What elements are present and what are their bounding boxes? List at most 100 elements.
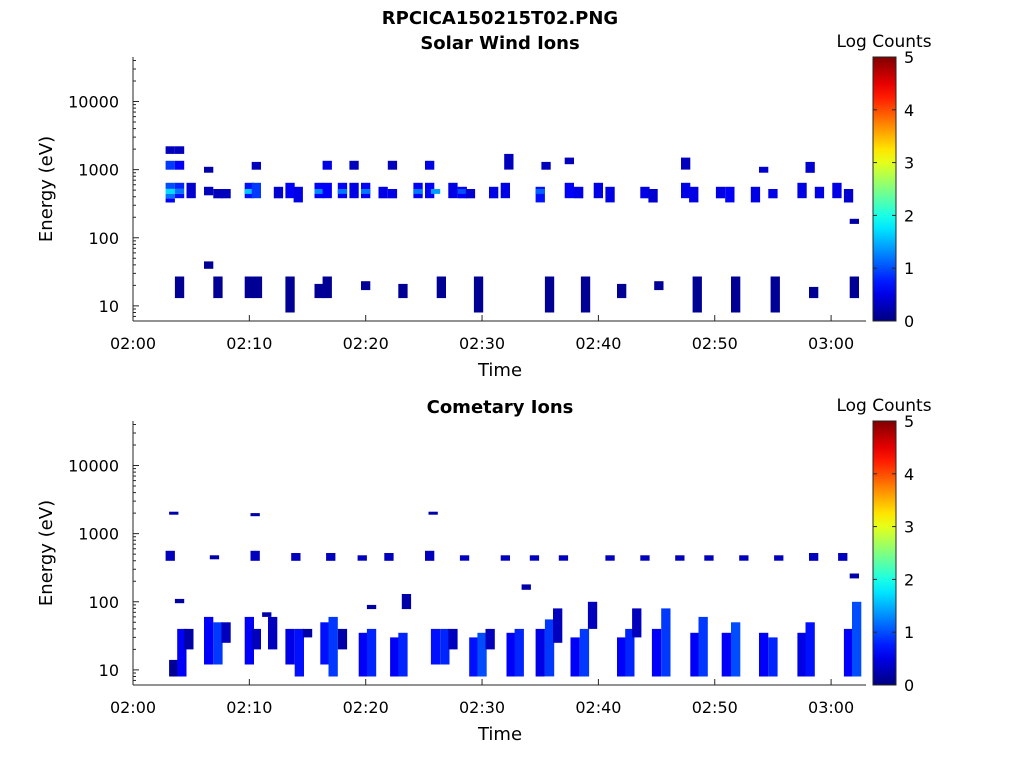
heatmap-cell [440, 628, 450, 665]
heatmap-cell [651, 628, 662, 677]
heatmap-cell [570, 637, 580, 677]
heatmap-cell [564, 157, 574, 165]
heatmap-cell [759, 166, 769, 173]
heatmap-cell [535, 186, 545, 203]
y-tick-label: 1000 [78, 161, 119, 180]
heatmap-cell [579, 628, 590, 677]
heatmap-cell [739, 555, 749, 561]
heatmap-cell [640, 186, 650, 199]
x-tick-label: 03:00 [808, 698, 854, 717]
heatmap-cell [489, 186, 499, 199]
heatmap-cell [473, 276, 484, 313]
heatmap-cell [174, 189, 185, 194]
heatmap-cell [465, 189, 476, 199]
heatmap-cell [805, 161, 815, 173]
y-tick-label: 100 [88, 229, 119, 248]
heatmap-cell [425, 182, 435, 199]
heatmap-cell [535, 189, 545, 194]
figure-title: RPCICA150215T02.PNG [382, 8, 618, 29]
heatmap-cell [425, 160, 435, 170]
heatmap-cell [174, 160, 185, 170]
panel-title: Cometary Ions [427, 397, 574, 418]
heatmap-cell [514, 628, 524, 677]
y-axis-label: Energy (eV) [36, 136, 57, 242]
heatmap-cell [285, 628, 295, 665]
heatmap-cell [357, 555, 367, 561]
heatmap-cell [849, 218, 859, 224]
heatmap-cell [209, 555, 220, 560]
heatmap-cell [689, 186, 699, 203]
heatmap-cell [731, 622, 741, 677]
heatmap-cell [632, 608, 642, 638]
heatmap-cell [268, 616, 278, 650]
heatmap-cell [186, 182, 196, 199]
heatmap-cell [251, 161, 261, 170]
x-tick-label: 02:20 [343, 334, 389, 353]
x-tick-label: 03:00 [808, 334, 854, 353]
heatmap-cell [204, 616, 214, 665]
heatmap-cell [251, 628, 261, 650]
x-tick-label: 02:00 [110, 698, 156, 717]
heatmap-cell [174, 598, 185, 604]
heatmap-cell [314, 283, 324, 299]
heatmap-cell [593, 182, 603, 199]
heatmap-cell [293, 186, 303, 203]
heatmap-cell [506, 632, 516, 677]
heatmap-cell [469, 637, 479, 677]
heatmap-cell [165, 550, 175, 561]
heatmap-cell [204, 261, 214, 269]
heatmap-cell [814, 186, 825, 199]
y-tick-label: 10 [99, 297, 119, 316]
heatmap-cell [184, 628, 194, 650]
heatmap-cell [770, 276, 780, 313]
x-tick-label: 02:30 [459, 334, 505, 353]
heatmap-cell [681, 157, 691, 170]
colorbar-tick-label: 5 [904, 412, 914, 431]
heatmap-cell [252, 276, 263, 299]
heatmap-cell [725, 186, 735, 203]
heatmap-cell [165, 182, 175, 189]
x-tick-label: 02:20 [343, 698, 389, 717]
x-tick-label: 02:40 [575, 334, 621, 353]
heatmap-cell [448, 628, 458, 650]
heatmap-cell [250, 513, 260, 517]
heatmap-cell [165, 198, 175, 203]
y-tick-label: 10000 [68, 457, 119, 476]
x-axis-label: Time [477, 360, 522, 381]
heatmap-cell [698, 616, 708, 677]
heatmap-cell [843, 189, 854, 203]
heatmap-cell [273, 186, 284, 199]
heatmap-cells [165, 146, 859, 313]
heatmap-cell [648, 189, 658, 203]
colorbar-tick-label: 2 [904, 570, 914, 589]
heatmap-cell [322, 182, 332, 199]
panel-solar-wind-ions: Solar Wind Ions Energy (eV) Time Log Cou… [36, 32, 932, 381]
heatmap-cell [500, 555, 510, 561]
heatmap-cell [262, 612, 272, 617]
heatmap-cell [768, 637, 778, 677]
heatmap-cell [529, 555, 540, 561]
heatmap-cell [250, 550, 260, 561]
heatmap-cell [384, 553, 394, 561]
colorbar-tick-label: 3 [904, 154, 914, 173]
colorbar-label: Log Counts [836, 396, 931, 416]
heatmap-cell [430, 628, 441, 665]
heatmap-cell [302, 628, 313, 638]
heatmap-cell [244, 276, 254, 299]
x-tick-label: 02:50 [692, 334, 738, 353]
y-tick-label: 100 [88, 593, 119, 612]
heatmap-cell [617, 283, 627, 299]
heatmap-cell [809, 553, 819, 561]
heatmap-cell [564, 182, 574, 199]
colorbar-tick-label: 4 [904, 101, 914, 120]
heatmap-cell [805, 622, 815, 677]
colorbar [872, 56, 897, 322]
heatmap-cell [165, 189, 175, 194]
heatmap-cell [165, 193, 175, 199]
x-tick-label: 02:50 [692, 698, 738, 717]
heatmap-cell [849, 276, 859, 299]
heatmap-cell [165, 146, 175, 154]
colorbar-tick-label: 1 [904, 259, 914, 278]
x-tick-label: 02:00 [110, 334, 156, 353]
